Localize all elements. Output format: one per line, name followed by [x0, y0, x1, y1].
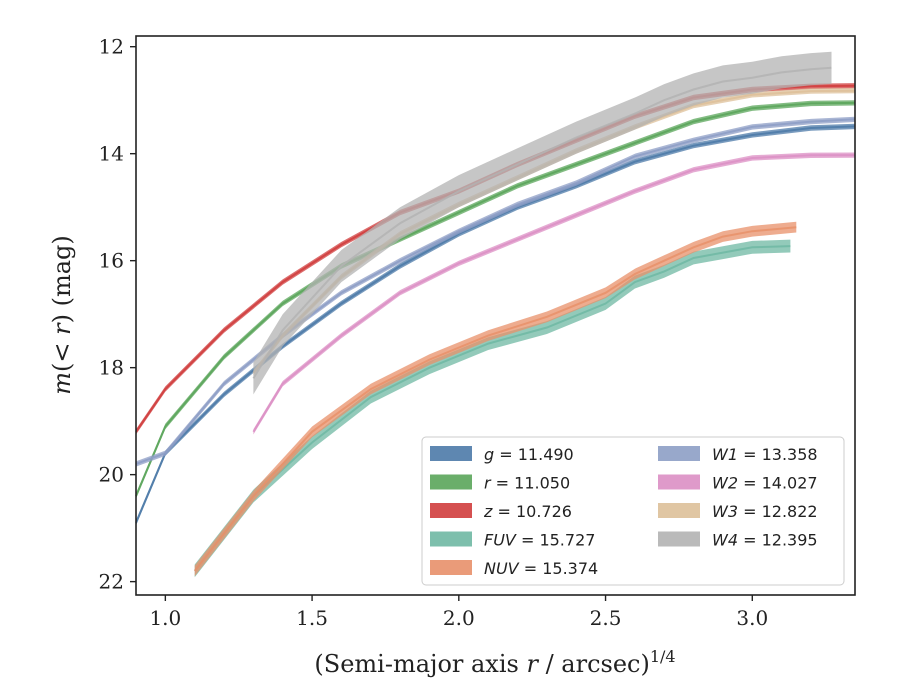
- y-tick-label: 16: [99, 249, 124, 273]
- y-axis-label-lt: <: [48, 335, 76, 363]
- x-axis-label-exp: 1/4: [650, 647, 676, 666]
- series-r: [135, 100, 856, 499]
- series-w2: [252, 152, 856, 435]
- y-axis-label: m(< r) (mag): [48, 235, 76, 395]
- series-fuv: [193, 239, 791, 578]
- legend-swatch: [658, 503, 700, 518]
- legend-item-fuv: FUV = 15.727: [430, 531, 595, 550]
- legend-swatch: [430, 474, 472, 490]
- legend-label-var: FUV: [484, 531, 521, 550]
- legend-label-var: W4: [712, 531, 743, 550]
- legend-label-value: = 14.027: [743, 474, 817, 493]
- legend-swatch: [430, 446, 472, 461]
- plot-frame: [135, 35, 856, 596]
- x-tick-label: 2.5: [590, 606, 622, 630]
- legend-label-value: = 15.374: [524, 559, 598, 578]
- legend-label-var: r: [484, 474, 496, 493]
- y-axis-label-close: ) (mag): [48, 235, 76, 323]
- x-tick-label: 1.0: [149, 606, 181, 630]
- x-tick-label: 1.5: [296, 606, 328, 630]
- legend-label-value: = 11.490: [499, 445, 573, 464]
- legend-item-w4: W4 = 12.395: [658, 531, 818, 550]
- x-tick-label: 3.0: [736, 606, 768, 630]
- legend-label: FUV = 15.727: [484, 531, 595, 550]
- legend-label-value: = 12.395: [743, 531, 817, 550]
- x-tick-label: 2.0: [443, 606, 475, 630]
- legend-label: z = 10.726: [483, 502, 572, 521]
- y-axis-label-open: (: [48, 363, 76, 372]
- legend-swatch: [430, 503, 472, 518]
- legend-swatch: [658, 531, 700, 547]
- ticks-layer: 1.0 1.5 2.0 2.5 3.0 12 14 16 18 20 22: [99, 35, 769, 630]
- series-g: [135, 123, 856, 526]
- series-w1-line: [135, 118, 856, 465]
- legend-label: g = 11.490: [484, 445, 574, 464]
- x-axis-label-main: (Semi-major axis: [314, 650, 526, 678]
- legend-swatch: [430, 560, 472, 575]
- legend-swatch: [658, 446, 700, 461]
- series-fuv-line: [193, 245, 791, 572]
- legend-label-value: = 11.050: [496, 474, 570, 493]
- series-w4-band: [253, 51, 832, 395]
- series-w2-line: [252, 154, 856, 433]
- legend-label-value: = 15.727: [521, 531, 595, 550]
- legend-swatch: [430, 531, 472, 547]
- legend-label: W2 = 14.027: [712, 474, 818, 493]
- legend-label: NUV = 15.374: [484, 559, 598, 578]
- legend-item-w3: W3 = 12.822: [658, 502, 818, 521]
- legend-label-var: W1: [712, 445, 743, 464]
- legend-item-w1: W1 = 13.358: [658, 445, 818, 464]
- legend-label-var: z: [483, 502, 497, 521]
- legend-swatch: [658, 474, 700, 490]
- legend-label: W1 = 13.358: [712, 445, 818, 464]
- legend-label-value: = 12.822: [743, 502, 817, 521]
- y-tick-label: 14: [99, 142, 124, 166]
- legend-item-z: z = 10.726: [430, 502, 572, 521]
- series-r-line: [135, 101, 856, 497]
- legend-item-g: g = 11.490: [430, 445, 574, 464]
- legend-label: W4 = 12.395: [712, 531, 818, 550]
- series-w4: [252, 51, 832, 395]
- legend-label: r = 11.050: [484, 474, 570, 493]
- x-axis-label-rest: / arcsec): [538, 650, 650, 678]
- y-tick-label: 20: [99, 463, 124, 487]
- series-g-line: [135, 125, 856, 524]
- x-axis-label: (Semi-major axis r / arcsec)1/4: [314, 647, 675, 678]
- legend-label-value: = 10.726: [497, 502, 571, 521]
- series-w4-line: [252, 66, 832, 379]
- legend-label-value: = 13.358: [743, 445, 817, 464]
- y-tick-label: 18: [99, 356, 124, 380]
- series-nuv: [193, 221, 797, 577]
- legend-label-var: W3: [712, 502, 743, 521]
- y-axis-label-r: r: [48, 322, 76, 335]
- series-w1: [135, 116, 856, 467]
- legend-label-var: g: [484, 445, 499, 464]
- legend-box: [421, 436, 845, 586]
- legend-label-var: W2: [712, 474, 743, 493]
- series-nuv-line: [193, 226, 797, 572]
- legend-label-var: NUV: [484, 559, 524, 578]
- series-layer: [135, 51, 856, 578]
- legend-item-w2: W2 = 14.027: [658, 474, 818, 493]
- x-axis-label-var: r: [526, 650, 539, 678]
- legend-item-r: r = 11.050: [430, 474, 570, 493]
- legend-label: W3 = 12.822: [712, 502, 818, 521]
- y-tick-label: 12: [99, 35, 124, 59]
- y-tick-label: 22: [99, 570, 124, 594]
- y-axis-label-m: m: [48, 372, 76, 395]
- legend-item-nuv: NUV = 15.374: [430, 559, 598, 578]
